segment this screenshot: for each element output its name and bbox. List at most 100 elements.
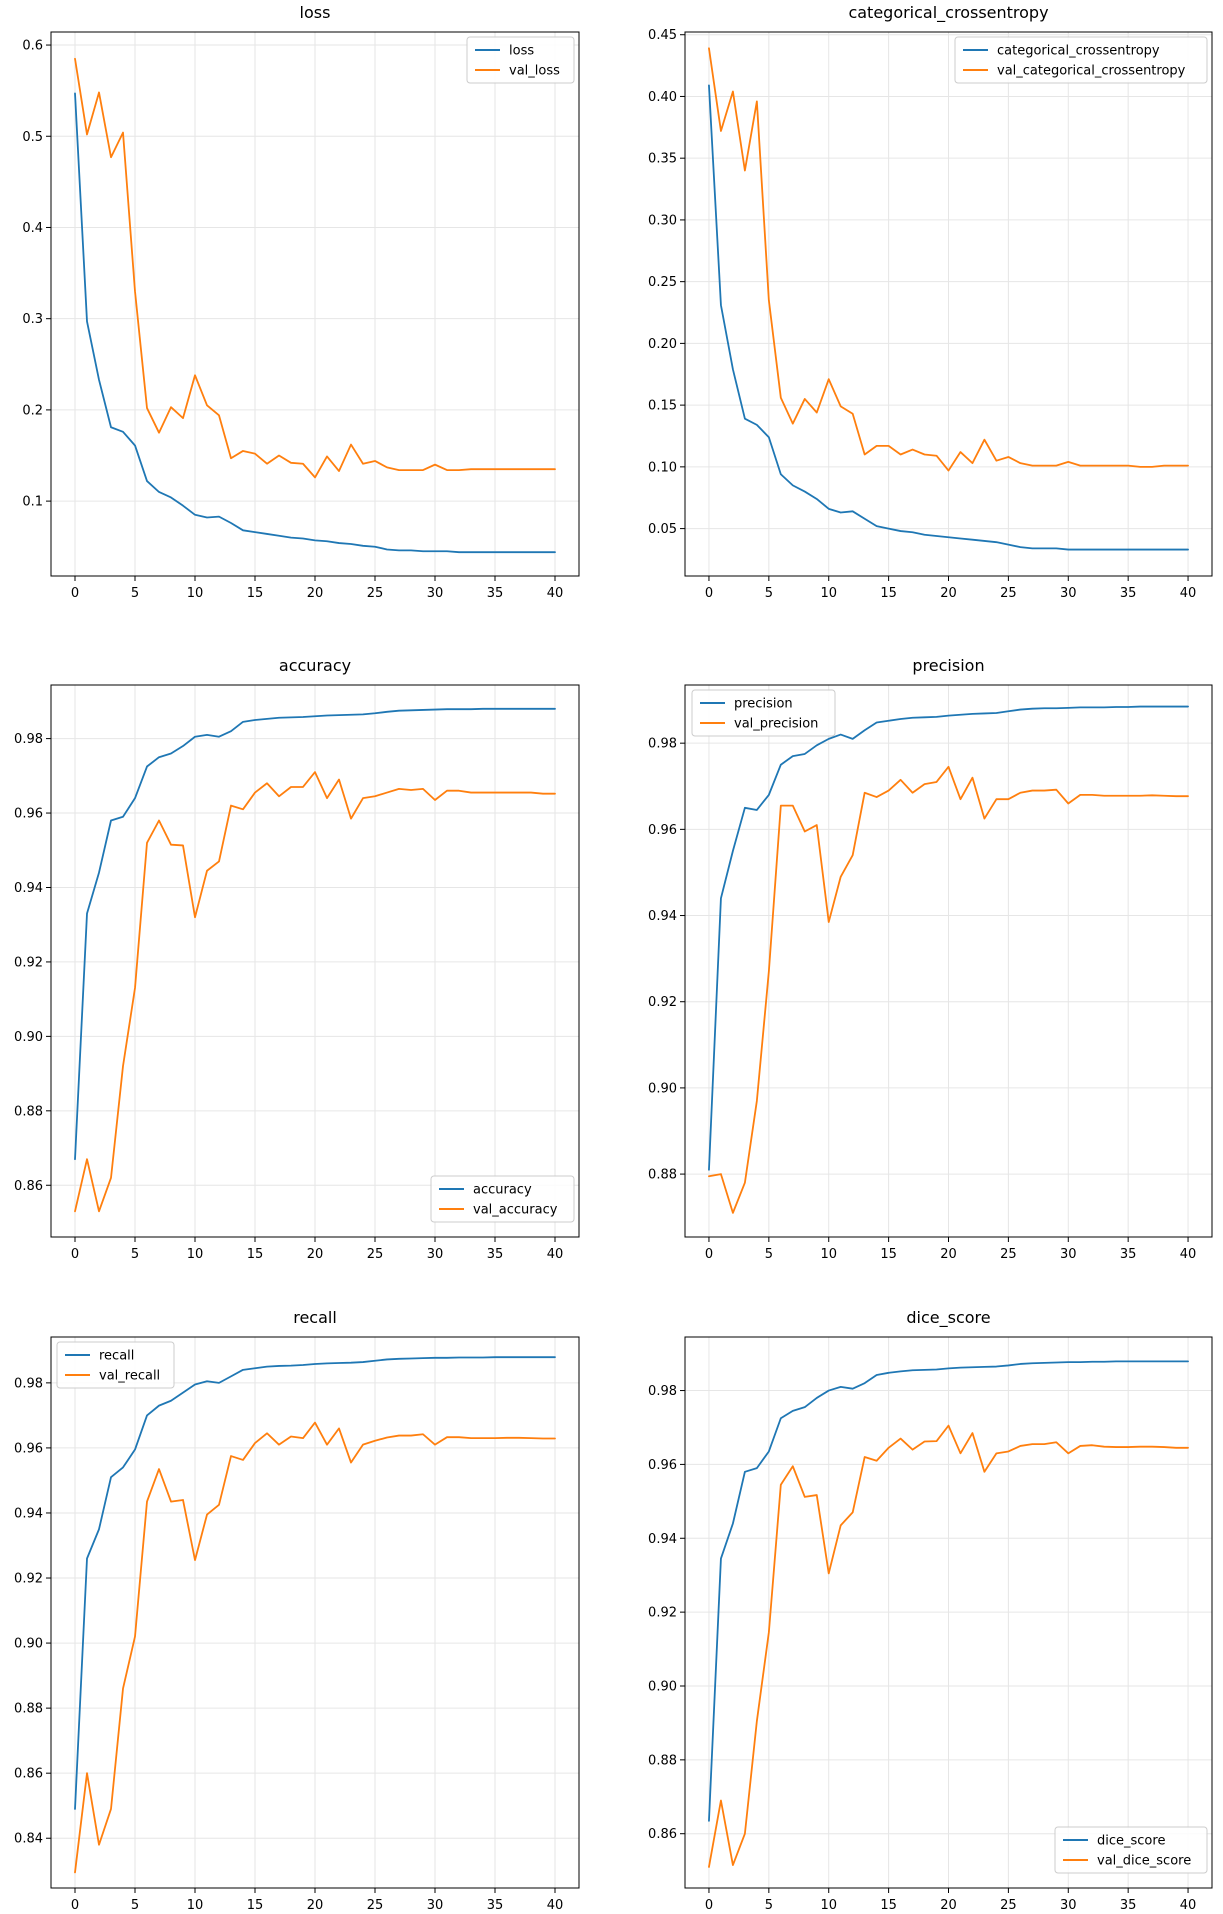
chart-2-legend-label-accuracy: accuracy — [473, 1183, 532, 1198]
chart-2-xtick-label: 5 — [131, 1247, 139, 1262]
chart-2-xtick-label: 40 — [547, 1247, 564, 1262]
chart-0-legend: loss val_loss — [466, 36, 575, 84]
chart-1-ytick-label: 0.05 — [648, 522, 677, 537]
chart-4-xtick-label: 35 — [487, 1898, 504, 1913]
chart-5-xtick-label: 0 — [705, 1898, 713, 1913]
chart-3-legend-label-val-precision: val_precision — [734, 717, 818, 732]
chart-3-legend: precision val_precision — [691, 689, 836, 737]
chart-2-ytick-label: 0.96 — [14, 807, 43, 822]
chart-5-xtick-label: 10 — [820, 1898, 837, 1913]
chart-3-panel: precision 0 5 10 15 20 25 30 35 40 0.88 0.90 0.92 0.9… — [648, 656, 1213, 1262]
chart-5-ytick-label: 0.98 — [648, 1384, 677, 1399]
chart-1-ytick-label: 0.35 — [648, 152, 677, 167]
chart-5-xtick-label: 5 — [765, 1898, 773, 1913]
chart-4-ytick-label: 0.94 — [14, 1506, 43, 1521]
chart-4-ytick-label: 0.88 — [14, 1702, 43, 1717]
chart-0-xtick-label: 10 — [187, 586, 204, 601]
chart-5-series-val-dice-score-line — [708, 1424, 1189, 1868]
chart-1-xtick-label: 25 — [1000, 586, 1017, 601]
chart-2-title: accuracy — [279, 656, 351, 675]
chart-3-xtick-label: 20 — [940, 1247, 957, 1262]
chart-5-ytick-label: 0.94 — [648, 1532, 677, 1547]
chart-2-ytick-label: 0.90 — [14, 1030, 43, 1045]
chart-0-panel: loss 0 5 10 15 20 25 30 35 40 0.1 0.2 0.3 0.4 0.5 0.6 lo… — [22, 3, 580, 601]
chart-0-ytick-label: 0.6 — [22, 39, 43, 54]
chart-1-ytick-label: 0.40 — [648, 90, 677, 105]
chart-2-legend-box — [430, 1175, 575, 1223]
chart-5-series-dice-score-line — [708, 1360, 1189, 1822]
chart-0-ytick-label: 0.1 — [22, 495, 43, 510]
chart-1-xtick-label: 35 — [1120, 586, 1137, 601]
chart-5-legend-label-dice-score: dice_score — [1097, 1834, 1165, 1849]
chart-1-xtick-label: 5 — [765, 586, 773, 601]
chart-1-xtick-label: 20 — [940, 586, 957, 601]
chart-0-xtick-label: 25 — [367, 586, 384, 601]
chart-5-legend: dice_score val_dice_score — [1054, 1826, 1208, 1874]
chart-1-series-categorical-crossentropy-line — [708, 84, 1189, 551]
chart-4-panel: recall 0 5 10 15 20 25 30 35 40 0.84 0.86 0.88 0.90 0.… — [14, 1308, 580, 1913]
chart-2-ytick-label: 0.98 — [14, 732, 43, 747]
chart-3-ytick-label: 0.88 — [648, 1168, 677, 1183]
chart-5-xtick-label: 35 — [1120, 1898, 1137, 1913]
chart-5-legend-box — [1054, 1826, 1208, 1874]
chart-5-ytick-label: 0.92 — [648, 1606, 677, 1621]
chart-4-legend-label-recall: recall — [99, 1349, 134, 1364]
chart-1-panel: categorical_crossentropy 0 5 10 15 20 25 30 35 40… — [648, 3, 1213, 601]
chart-3-legend-label-precision: precision — [734, 697, 793, 712]
chart-5-xtick-label: 25 — [1000, 1898, 1017, 1913]
chart-3-ytick-label: 0.90 — [648, 1081, 677, 1096]
chart-3-ytick-label: 0.94 — [648, 909, 677, 924]
chart-4-ytick-label: 0.96 — [14, 1441, 43, 1456]
chart-4-ytick-label: 0.90 — [14, 1637, 43, 1652]
chart-2-ytick-label: 0.88 — [14, 1104, 43, 1119]
chart-4-title: recall — [293, 1308, 337, 1327]
chart-4-legend-label-val-recall: val_recall — [99, 1369, 160, 1384]
chart-3-xtick-label: 10 — [820, 1247, 837, 1262]
chart-0-xtick-label: 15 — [247, 586, 264, 601]
chart-0-xtick-label: 0 — [71, 586, 79, 601]
chart-4-ytick-label: 0.92 — [14, 1572, 43, 1587]
chart-1-xtick-label: 10 — [820, 586, 837, 601]
chart-5-panel: dice_score 0 5 10 15 20 25 30 35 40 0.86 0.88 0.90 0.… — [648, 1308, 1213, 1913]
chart-1-ytick-label: 0.25 — [648, 275, 677, 290]
chart-2-xtick-label: 15 — [247, 1247, 264, 1262]
chart-0-legend-box — [466, 36, 575, 84]
chart-4-xtick-label: 20 — [307, 1898, 324, 1913]
chart-1-legend-label-val-categorical-crossentropy: val_categorical_crossentropy — [997, 64, 1186, 79]
chart-2-panel: accuracy 0 5 10 15 20 25 30 35 40 0.86 0.88 0.90 0.92… — [14, 656, 580, 1262]
chart-0-title: loss — [300, 3, 331, 22]
chart-0-series-val-loss-line — [74, 57, 556, 479]
chart-2-xtick-label: 30 — [427, 1247, 444, 1262]
chart-4-xtick-label: 15 — [247, 1898, 264, 1913]
chart-1-series-val-categorical-crossentropy-line — [708, 47, 1189, 472]
chart-4-legend-box — [56, 1341, 175, 1389]
chart-2-series-val-accuracy-line — [74, 771, 556, 1213]
chart-1-legend-label-categorical-crossentropy: categorical_crossentropy — [997, 44, 1160, 59]
chart-5-title: dice_score — [906, 1308, 990, 1328]
chart-2-legend-label-val-accuracy: val_accuracy — [473, 1203, 558, 1218]
chart-2-xtick-label: 35 — [487, 1247, 504, 1262]
chart-4-xtick-label: 0 — [71, 1898, 79, 1913]
chart-3-xtick-label: 30 — [1060, 1247, 1077, 1262]
chart-3-ytick-label: 0.98 — [648, 737, 677, 752]
chart-5-xtick-label: 30 — [1060, 1898, 1077, 1913]
chart-1-ytick-label: 0.15 — [648, 399, 677, 414]
chart-5-ytick-label: 0.88 — [648, 1753, 677, 1768]
chart-4-series-val-recall-line — [74, 1421, 556, 1874]
chart-4-legend: recall val_recall — [56, 1341, 175, 1389]
chart-1-ytick-label: 0.20 — [648, 337, 677, 352]
chart-0-legend-label-loss: loss — [509, 44, 534, 59]
chart-1-ytick-label: 0.30 — [648, 213, 677, 228]
chart-1-legend-box — [954, 36, 1208, 84]
chart-0-xtick-label: 35 — [487, 586, 504, 601]
chart-3-xtick-label: 40 — [1180, 1247, 1197, 1262]
chart-1-ytick-label: 0.10 — [648, 460, 677, 475]
chart-1-xtick-label: 15 — [880, 586, 897, 601]
chart-4-ytick-label: 0.84 — [14, 1832, 43, 1847]
chart-0-ytick-label: 0.4 — [22, 221, 43, 236]
chart-1-xtick-label: 30 — [1060, 586, 1077, 601]
chart-2-xtick-label: 20 — [307, 1247, 324, 1262]
chart-0-xtick-label: 5 — [131, 586, 139, 601]
chart-5-ytick-label: 0.86 — [648, 1827, 677, 1842]
chart-3-xtick-label: 25 — [1000, 1247, 1017, 1262]
